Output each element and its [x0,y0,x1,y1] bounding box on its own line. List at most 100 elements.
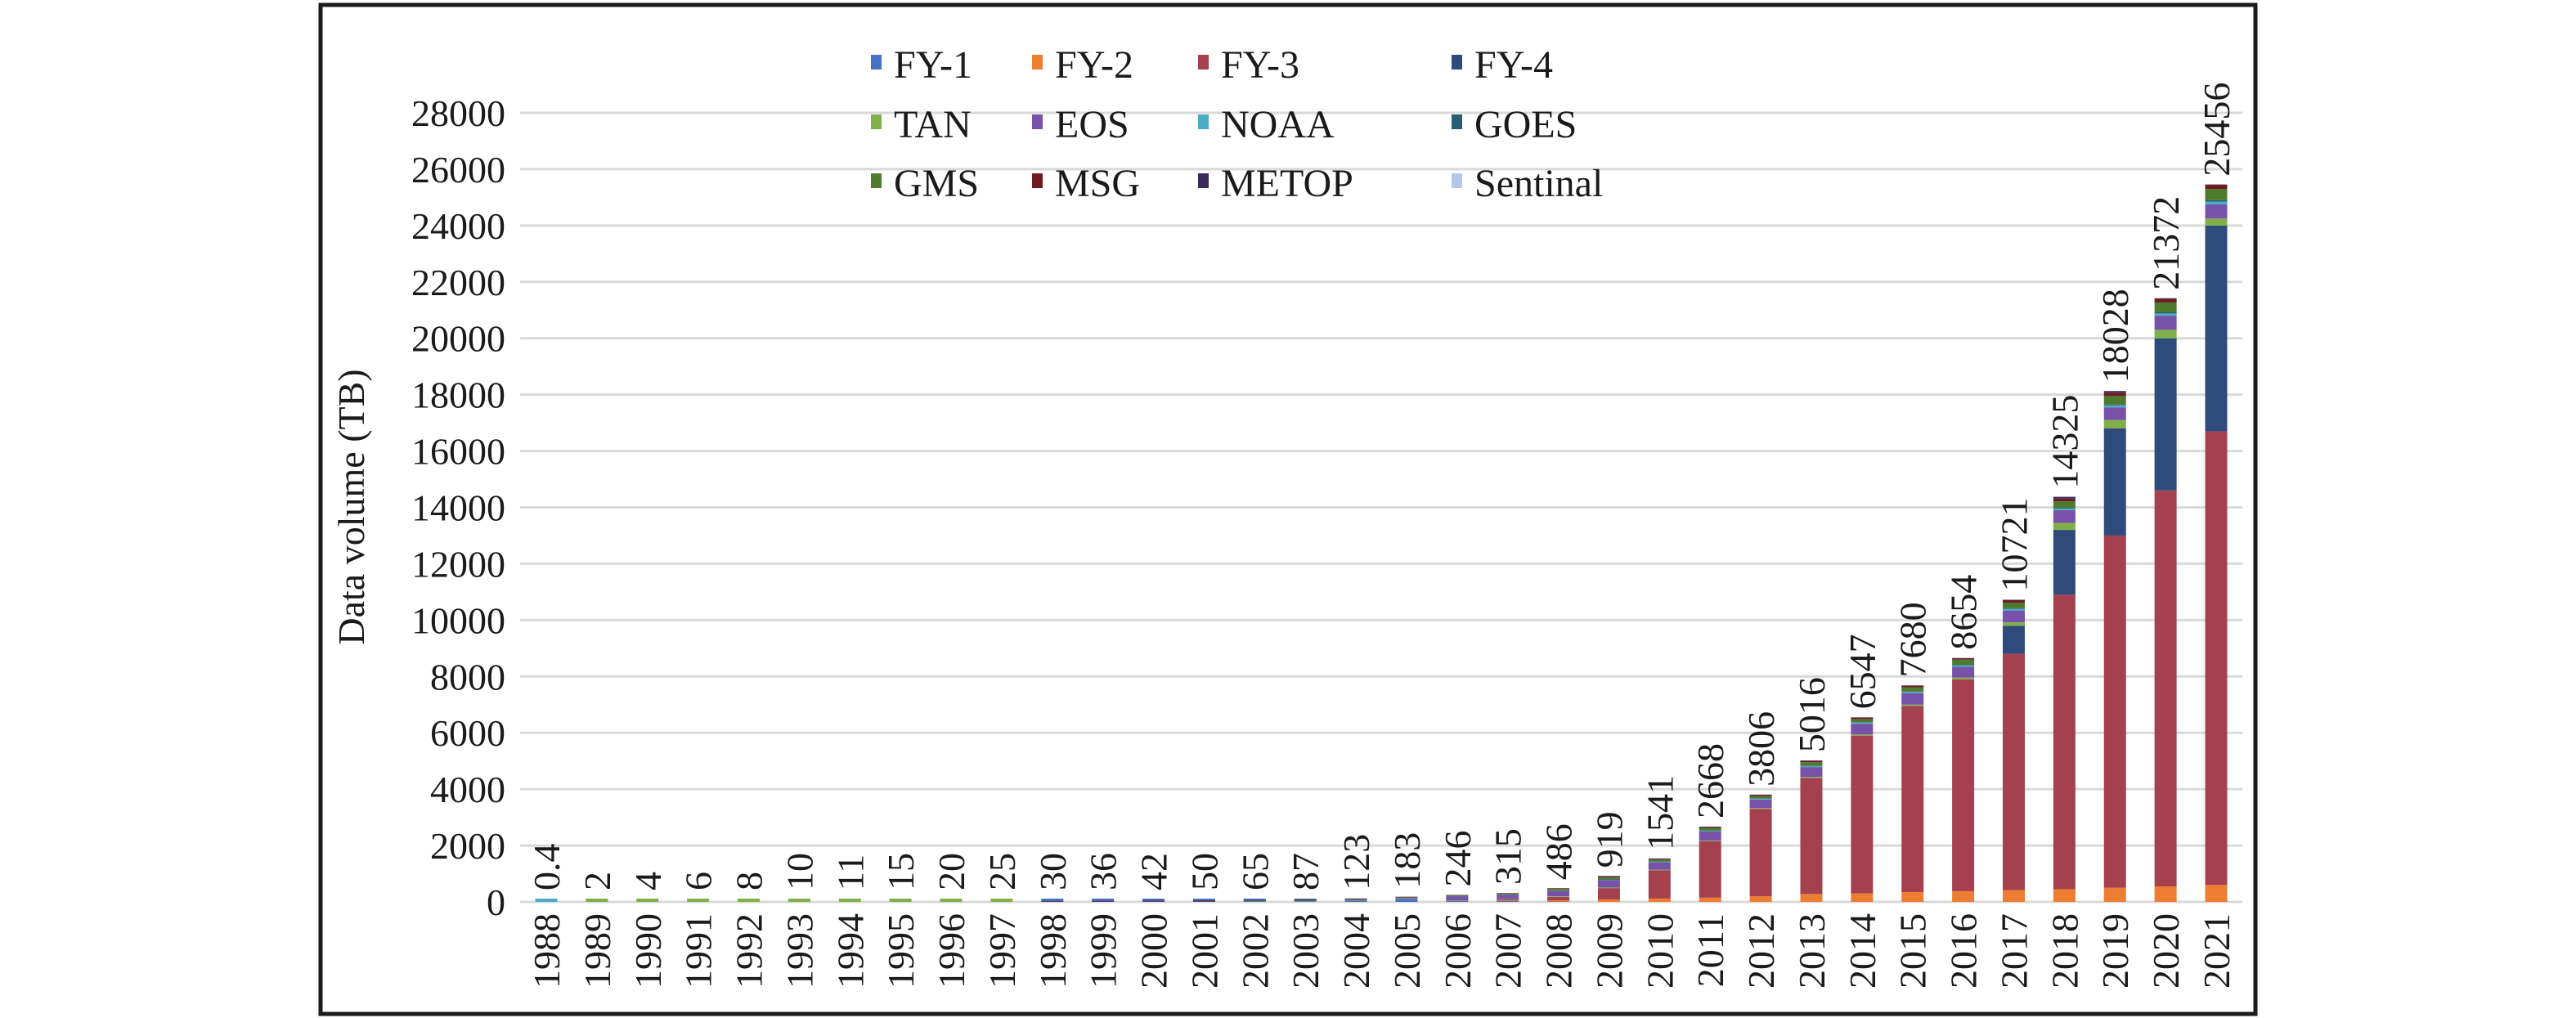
bar-segment-eos [1901,693,1924,705]
legend-label: FY-3 [1221,43,1299,87]
legend-label: Sentinal [1474,162,1603,205]
legend-label: METOP [1221,162,1353,205]
legend-swatch-icon [1452,114,1462,129]
bar-segment-fy-3 [2002,653,2025,890]
bar-segment-metop [2053,496,2076,499]
bar-segment-tan [2205,218,2228,226]
legend-label: GMS [894,162,979,205]
bar-segment-msg [2053,498,2076,502]
y-axis-label: Data volume (TB) [330,369,372,644]
bar-segment-fy-2 [1597,899,1620,902]
bar-segment-eos [1749,799,1772,809]
bar-segment-tan [889,899,912,902]
bar-segment-fy-3 [2154,490,2177,887]
bar-segment-gms [1952,659,1975,665]
bar-total-label: 21372 [2145,196,2187,290]
y-tick-label: 18000 [411,374,505,416]
bar-segment-metop [1952,657,1975,659]
bar-total-label: 87 [1285,853,1326,890]
bar-segment-tan [636,899,659,902]
bar-segment-tan [2002,622,2025,626]
x-tick-label: 1998 [1032,913,1074,989]
bar-segment-eos [2205,204,2228,219]
x-tick-label: 2008 [1538,913,1580,989]
legend-swatch-icon [1032,55,1043,70]
y-tick-label: 14000 [411,487,505,529]
bar-total-label: 5016 [1791,677,1833,752]
x-tick-label: 2006 [1437,913,1479,989]
bar-segment-msg [1547,888,1570,890]
legend-item-sentinal: Sentinal [1452,162,1603,205]
bar-segment-gms [2205,189,2228,200]
bar-segment-fy-1 [1041,899,1064,902]
bar-segment-eos [1851,724,1874,735]
bar-total-label: 65 [1234,853,1276,890]
legend-label: FY-2 [1055,43,1133,87]
bar-segment-metop [2103,391,2126,393]
legend-item-gms: GMS [871,162,979,205]
bar-segment-noaa [1648,861,1671,863]
bar-segment-fy-1 [1142,899,1165,902]
bar-segment-goes [1851,722,1874,723]
x-tick-label: 1990 [627,913,669,989]
legend-label: MSG [1055,162,1140,205]
legend: FY-1 FY-2 FY-3 FY-4 TAN EOS NOAA GOES GMS MSG METO… [871,43,1603,205]
bar-segment-fy-3 [1699,841,1721,898]
x-tick-label: 2003 [1285,913,1326,989]
bar-segment-goes [1446,895,1469,897]
bar-segment-goes [1547,890,1570,891]
bar-segment-gms [1395,896,1418,898]
legend-item-metop: METOP [1198,162,1353,205]
bar-segment-noaa [1699,830,1721,832]
bar-segment-goes [2205,200,2228,202]
y-tick-label: 28000 [411,92,505,134]
bar-total-label: 50 [1183,853,1225,890]
x-tick-label: 2016 [1943,913,1985,989]
bar-segment-eos [1547,890,1570,897]
bar-segment-gms [1749,796,1772,799]
bar-total-label: 25 [981,853,1023,890]
legend-label: TAN [894,103,972,146]
bar-segment-fy-2 [1648,898,1671,902]
legend-item-fy-1: FY-1 [871,43,972,87]
bar-segment-eos [1597,880,1620,888]
bar-total-label: 15 [880,853,922,890]
bar-segment-goes [1243,900,1266,902]
bar-segment-fy-3 [1597,888,1620,899]
bars [535,184,2228,902]
bar-segment-noaa [2053,508,2076,510]
bar-segment-msg [1395,896,1418,898]
legend-swatch-icon [1198,55,1209,70]
bar-segment-fy-2 [2103,887,2126,902]
bar-segment-gms [2154,302,2177,313]
bar-segment-tan [1597,887,1620,889]
bar-segment-tan [1446,899,1469,901]
bar-segment-noaa [2205,201,2228,205]
x-tick-label: 1993 [779,913,820,989]
bar-total-label: 919 [1588,811,1630,868]
legend-swatch-icon [1032,114,1043,129]
bar-segment-goes [1952,664,1975,666]
bar-segment-eos [2053,509,2076,523]
legend-swatch-icon [1198,114,1209,129]
bar-segment-tan [1749,808,1772,809]
x-tick-label: 2002 [1234,913,1276,989]
x-tick-label: 2012 [1740,913,1782,989]
bar-segment-noaa [1800,765,1823,768]
bar-total-label: 10721 [1993,498,2035,592]
bar-segment-goes [1699,830,1721,832]
bar-segment-fy-3 [1547,896,1570,900]
legend-swatch-icon [1452,55,1462,70]
legend-item-goes: GOES [1452,103,1577,146]
bar-segment-fy-3 [2053,594,2076,890]
gridlines [520,111,2242,904]
bar-segment-msg [1851,717,1874,720]
bar-segment-fy-2 [1800,894,1823,902]
bar-segment-metop [1851,717,1874,718]
bar-segment-goes [2103,404,2126,406]
bar-segment-noaa [2002,608,2025,611]
x-tick-label: 2011 [1690,913,1731,987]
x-tick-label: 2001 [1183,913,1225,989]
x-tick-label: 1996 [931,913,972,989]
